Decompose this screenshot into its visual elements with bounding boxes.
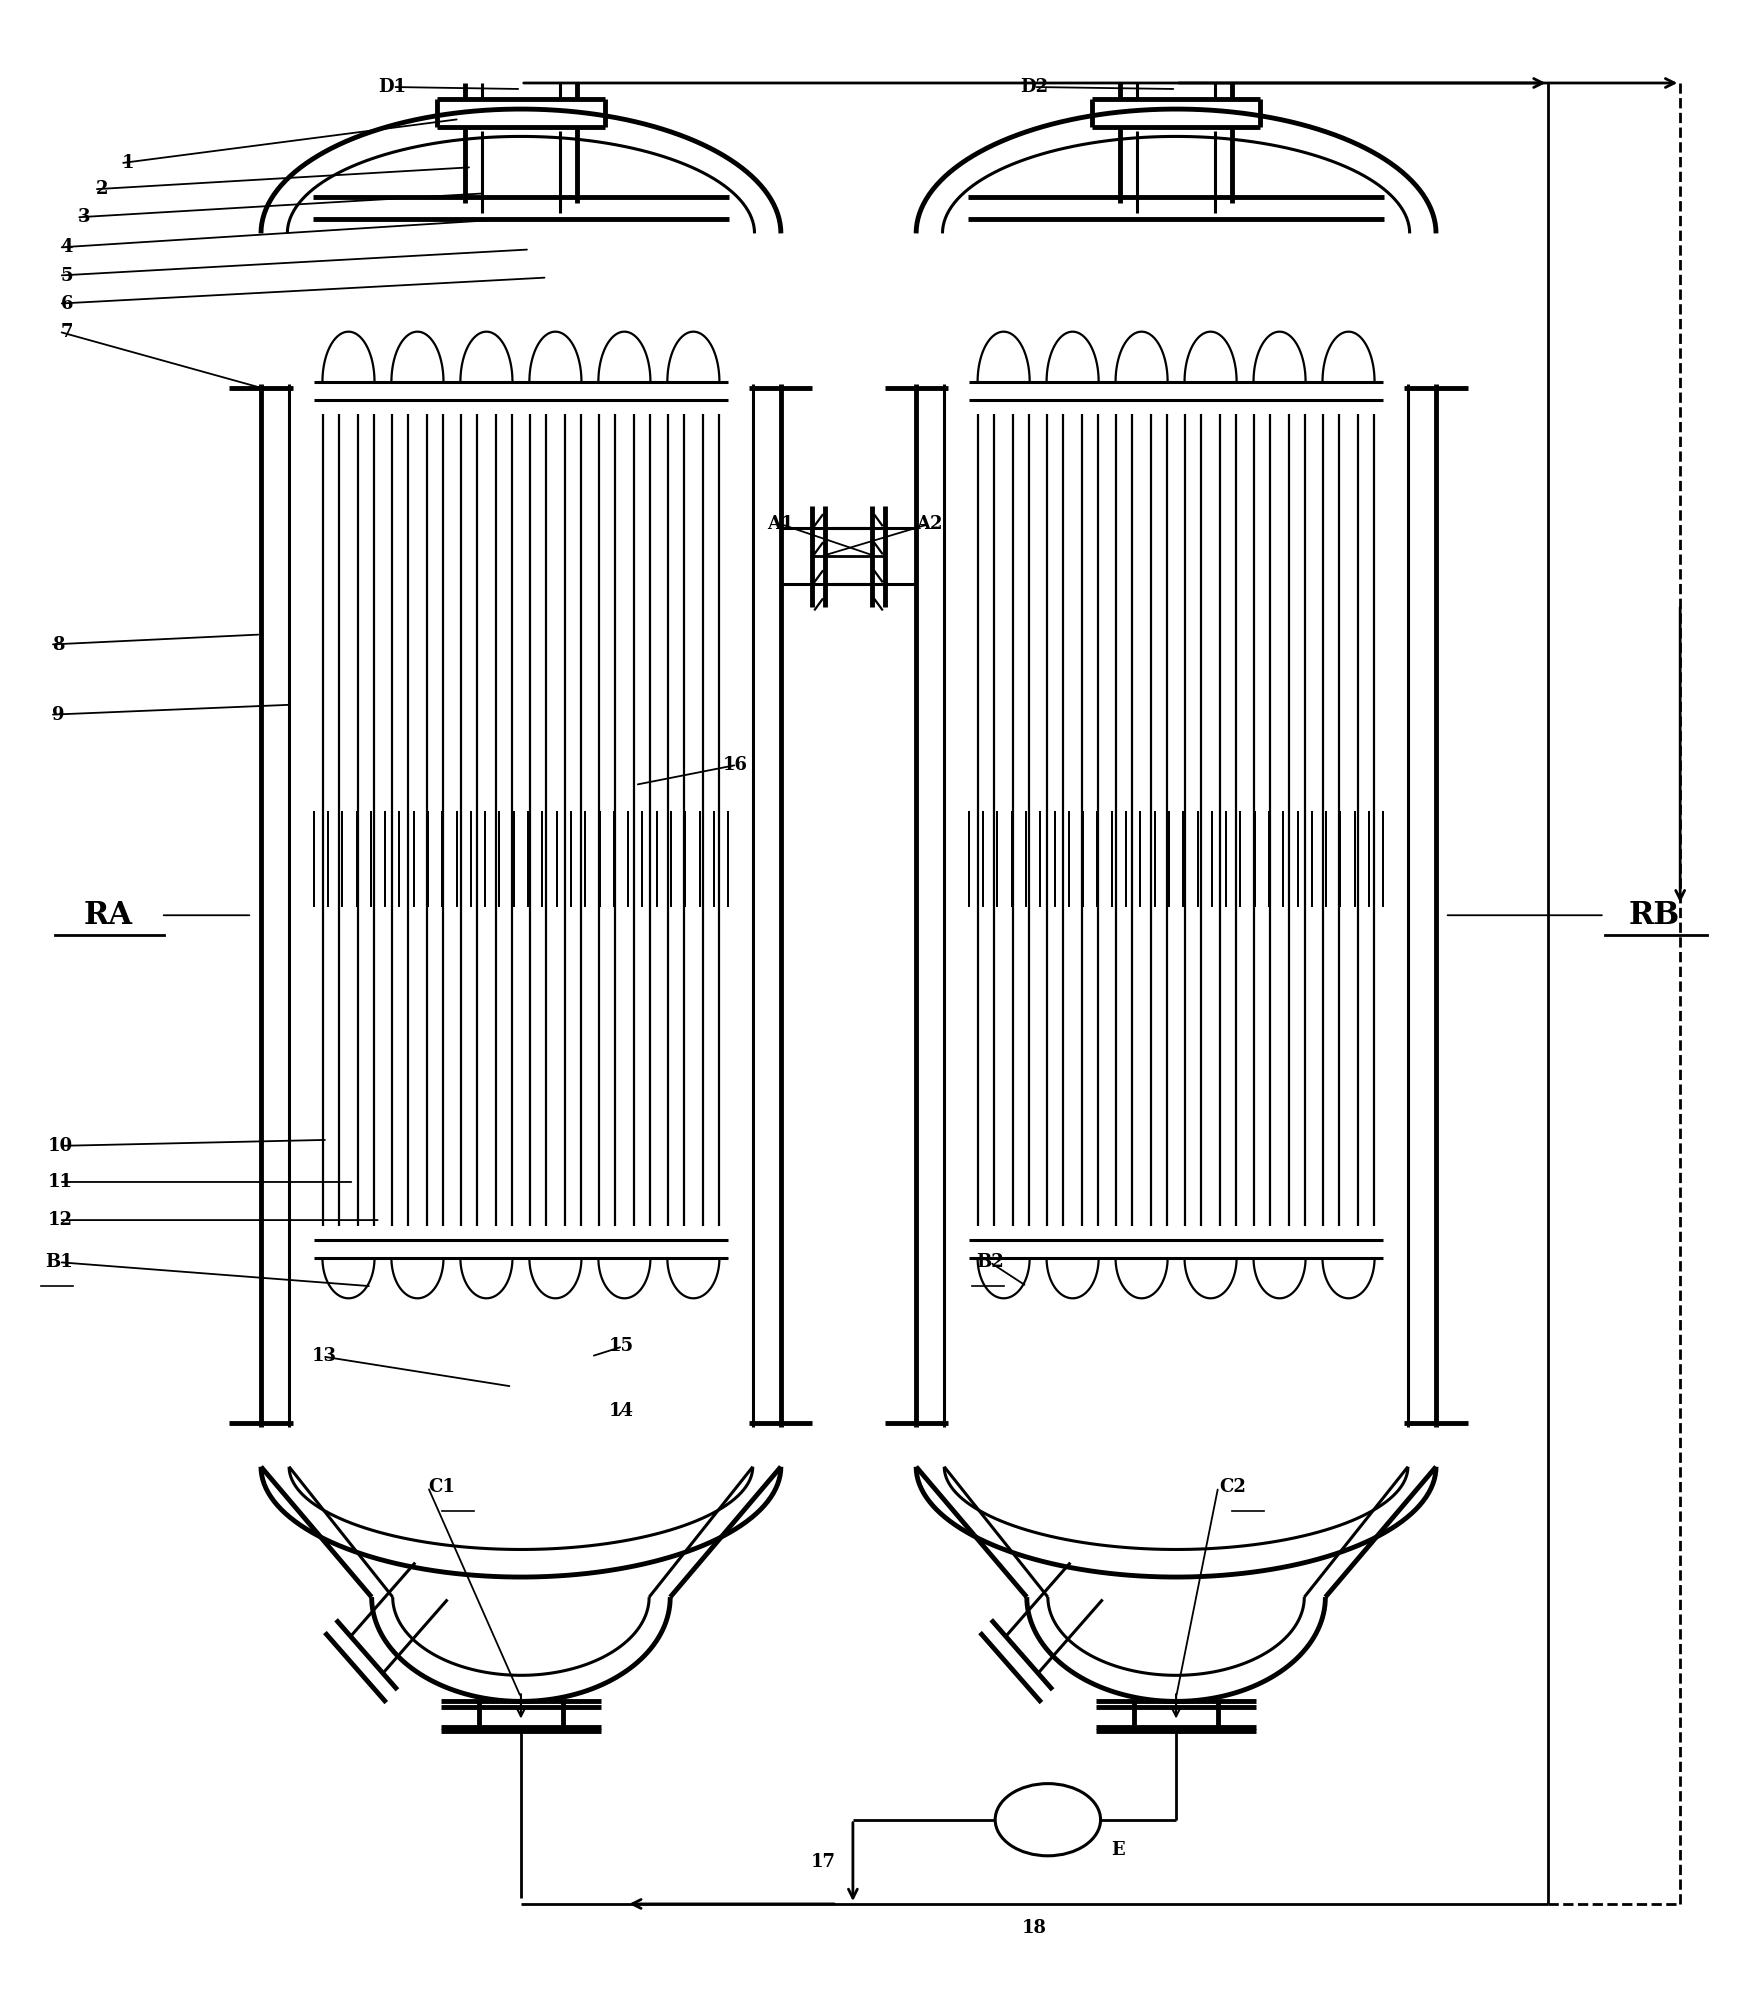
Text: 9: 9: [51, 706, 63, 724]
Text: 18: 18: [1022, 1918, 1047, 1937]
Text: C2: C2: [1219, 1478, 1246, 1496]
Text: E: E: [1112, 1840, 1124, 1858]
Text: 1: 1: [122, 155, 134, 173]
Text: 2: 2: [95, 181, 107, 199]
Text: 3: 3: [78, 209, 90, 227]
Text: 4: 4: [60, 239, 72, 257]
Text: B2: B2: [976, 1253, 1004, 1271]
Text: A1: A1: [766, 515, 793, 533]
Ellipse shape: [996, 1784, 1101, 1856]
Text: 17: 17: [811, 1852, 835, 1870]
Text: 11: 11: [48, 1172, 72, 1191]
Text: 6: 6: [60, 294, 72, 312]
Text: 13: 13: [312, 1347, 337, 1365]
Text: D1: D1: [379, 78, 407, 97]
Text: 14: 14: [608, 1402, 634, 1420]
Text: D2: D2: [1020, 78, 1048, 97]
Text: 10: 10: [48, 1136, 72, 1154]
Text: 7: 7: [60, 322, 72, 340]
Text: C1: C1: [428, 1478, 455, 1496]
Text: 8: 8: [51, 635, 63, 654]
Text: RB: RB: [1628, 899, 1679, 931]
Text: 15: 15: [608, 1337, 634, 1355]
Text: A2: A2: [916, 515, 943, 533]
Text: RA: RA: [83, 899, 132, 931]
Text: 12: 12: [48, 1211, 72, 1229]
Text: B1: B1: [46, 1253, 72, 1271]
Text: 5: 5: [60, 267, 72, 284]
Text: 16: 16: [722, 756, 747, 774]
